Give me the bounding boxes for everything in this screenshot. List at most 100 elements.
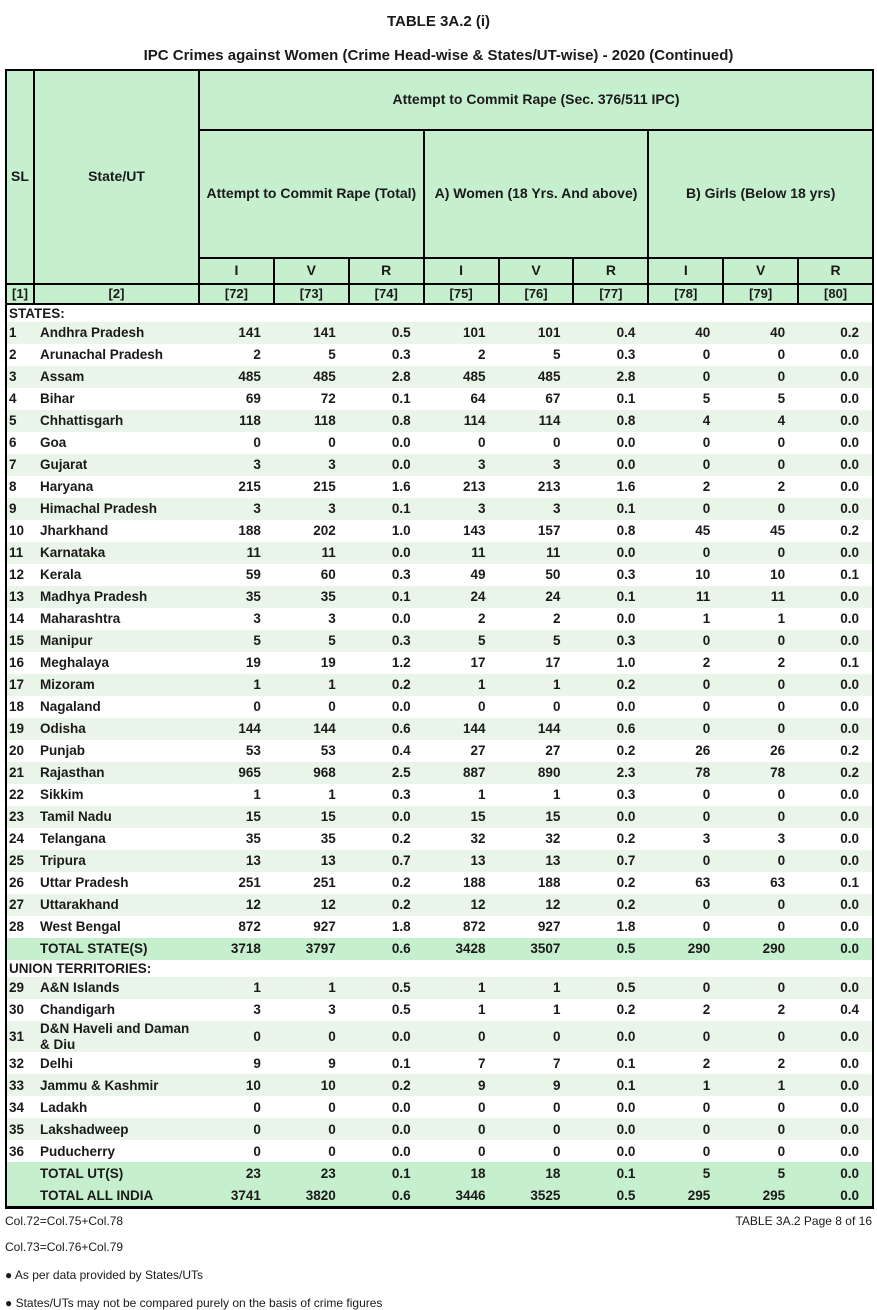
value-cell: 72: [320, 391, 336, 407]
value-cell: 141: [273, 322, 349, 345]
value-cell: 0.0: [391, 1143, 411, 1159]
value-cell: 3: [199, 454, 274, 477]
section-header-row: UNION TERRITORIES:: [6, 960, 874, 978]
value-cell: 5: [648, 1162, 724, 1185]
state-name-cell: Meghalaya: [40, 655, 110, 671]
value-cell: 10: [199, 1074, 274, 1097]
header-col-number: [2]: [33, 282, 200, 306]
value-cell: 0.0: [573, 542, 649, 565]
value-cell: 11: [273, 542, 349, 565]
value-cell: 0.0: [616, 1099, 636, 1115]
header-ivr: R: [797, 257, 875, 285]
value-cell: 0: [777, 1143, 786, 1159]
value-cell: 1.2: [391, 655, 411, 671]
sl-cell: 13: [6, 586, 34, 609]
value-cell: 114: [423, 410, 499, 433]
header-ivr: V: [497, 257, 575, 285]
value-cell: 0.5: [391, 1002, 411, 1018]
value-cell: 0.2: [348, 674, 424, 697]
value-cell: 0.8: [616, 523, 636, 539]
value-cell: 1: [498, 674, 574, 697]
value-cell: 13: [199, 850, 274, 873]
table-row: 12 Kerala 59 60 0.3 49 50 0.3 10 10 0.1: [6, 564, 873, 586]
value-cell: 0.0: [391, 1099, 411, 1115]
value-cell: 0: [648, 542, 724, 565]
state-name-cell: Goa: [40, 435, 67, 451]
value-cell: 215: [313, 479, 336, 495]
value-cell: 4: [648, 410, 724, 433]
value-cell: 0: [328, 435, 336, 451]
header-col-number: [78]: [647, 282, 725, 306]
value-cell: 0.0: [573, 1021, 649, 1053]
table-title: TABLE 3A.2 (i): [386, 13, 491, 30]
value-cell: 18: [423, 1162, 499, 1185]
value-cell: 5: [777, 391, 786, 407]
value-cell: 0: [552, 1099, 561, 1115]
value-cell: 0.5: [573, 1184, 649, 1208]
sl-cell: 16: [9, 655, 25, 671]
value-cell: 0.4: [840, 1002, 860, 1018]
value-cell: 0.0: [840, 347, 860, 363]
value-cell: 59: [245, 567, 261, 583]
header-ivr: R: [572, 257, 650, 285]
value-cell: 0.1: [573, 498, 649, 521]
sl-cell: 2: [9, 347, 17, 363]
value-cell: 0: [723, 977, 799, 1000]
value-cell: 0.0: [840, 831, 860, 847]
value-cell: 24: [423, 586, 499, 609]
sl-cell: 32: [9, 1055, 25, 1071]
value-cell: 12: [273, 894, 349, 917]
table-header: SL State/UT Attempt to Commit Rape (Sec.…: [5, 69, 875, 306]
value-cell: 0.1: [391, 391, 411, 407]
value-cell: 0: [199, 1021, 274, 1053]
state-name-cell: TOTAL STATE(S): [34, 938, 199, 961]
value-cell: 1: [777, 611, 786, 627]
value-cell: 0.2: [573, 894, 649, 917]
value-cell: 0.2: [798, 762, 874, 785]
value-cell: 0.0: [798, 977, 874, 1000]
table-row: 25 Tripura 13 13 0.7 13 13 0.7 0 0 0.0: [6, 850, 874, 873]
sl-cell: 7: [6, 454, 34, 477]
value-cell: 0: [777, 787, 786, 803]
value-cell: 0.2: [840, 523, 860, 539]
table-row: 1 Andhra Pradesh 141 141 0.5 101 101 0.4 40 40 0.2: [6, 322, 874, 345]
value-cell: 3: [423, 498, 499, 521]
sl-cell: 14: [9, 611, 25, 627]
value-cell: 0.0: [840, 1143, 860, 1159]
value-cell: 0.3: [391, 787, 411, 803]
value-cell: 63: [695, 875, 711, 891]
footnote-formula-1: Col.72=Col.75+Col.78: [5, 1214, 124, 1229]
value-cell: 0.0: [798, 1021, 874, 1053]
value-cell: 0.0: [798, 630, 874, 653]
state-name-cell: Himachal Pradesh: [34, 498, 199, 521]
value-cell: 32: [470, 831, 486, 847]
value-cell: 188: [463, 875, 486, 891]
value-cell: 3: [423, 454, 499, 477]
value-cell: 27: [470, 743, 486, 759]
table-row: 8 Haryana 215 215 1.6 213 213 1.6 2 2 0.0: [6, 476, 873, 498]
sl-cell: 36: [9, 1143, 25, 1159]
value-cell: 0.1: [616, 391, 636, 407]
value-cell: 0.0: [798, 1184, 874, 1208]
value-cell: 0.5: [573, 938, 649, 961]
value-cell: 144: [273, 718, 349, 741]
value-cell: 0: [328, 699, 336, 715]
value-cell: 2.3: [573, 762, 649, 785]
value-cell: 3: [498, 454, 574, 477]
sl-cell: 11: [6, 542, 34, 565]
sl-cell: 30: [9, 1002, 25, 1018]
value-cell: 1.0: [616, 655, 636, 671]
state-name-cell: Mizoram: [34, 674, 199, 697]
value-cell: 0.3: [616, 787, 636, 803]
section-label: UNION TERRITORIES:: [6, 960, 874, 978]
value-cell: 1: [423, 674, 499, 697]
total-row: TOTAL STATE(S) 3718 3797 0.6 3428 3507 0.5 290 2…: [6, 938, 874, 961]
header-ivr: I: [647, 257, 725, 285]
crime-statistics-table: SL State/UT Attempt to Commit Rape (Sec.…: [5, 69, 875, 1210]
table-row: 26 Uttar Pradesh 251 251 0.2 188 188 0.2 63 63 0.1: [6, 872, 873, 894]
sl-cell: 28: [9, 919, 25, 935]
sl-cell: 27: [6, 894, 34, 917]
value-cell: 0.0: [798, 1074, 874, 1097]
value-cell: 141: [199, 322, 274, 345]
header-subgroup-women: A) Women (18 Yrs. And above): [422, 129, 650, 259]
